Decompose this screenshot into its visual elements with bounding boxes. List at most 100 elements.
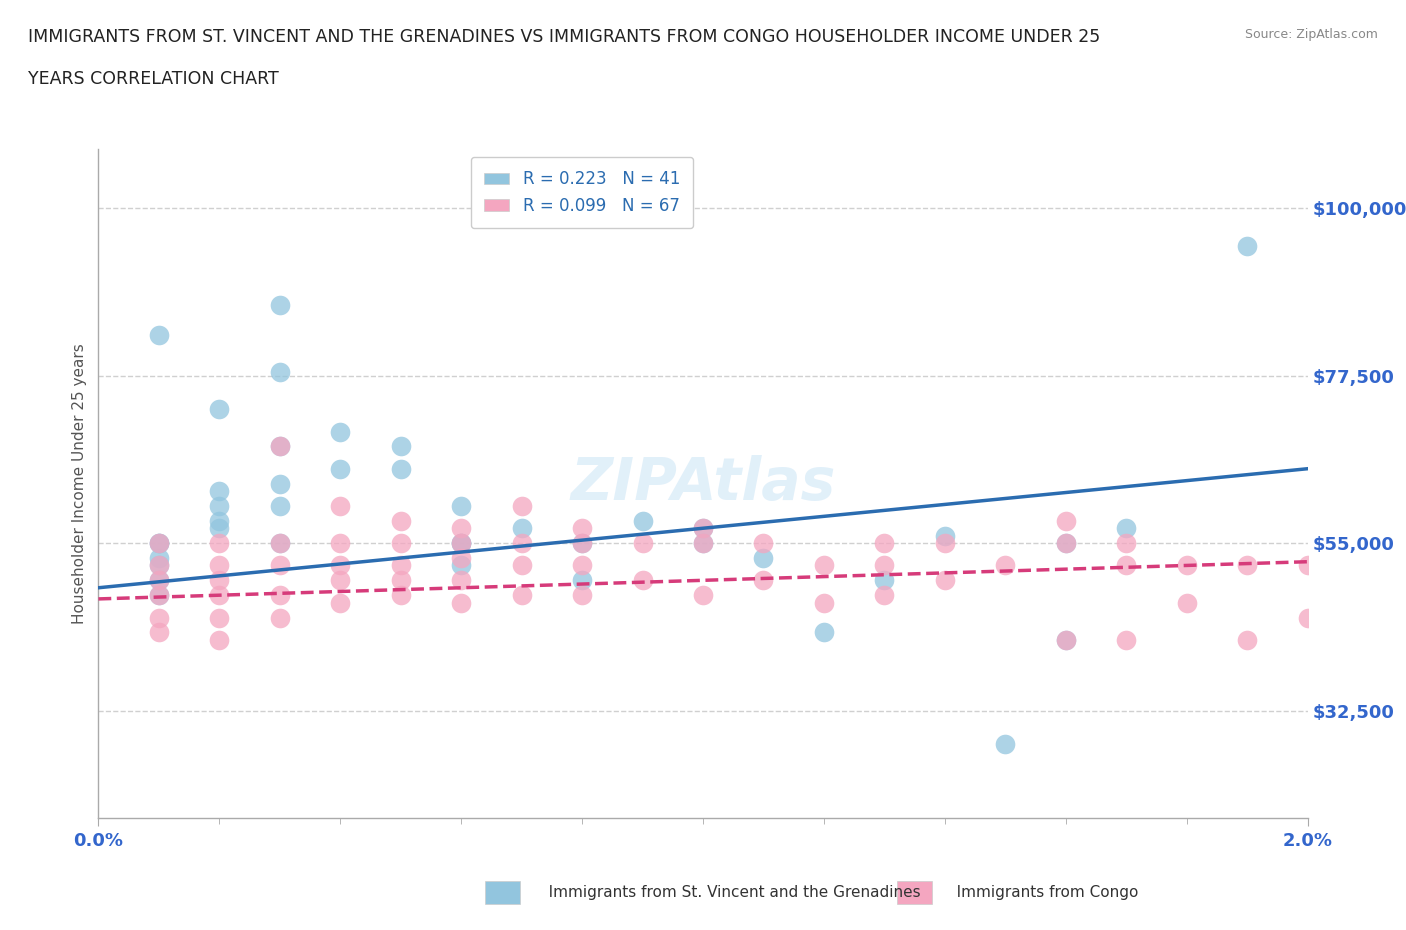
Point [1296,610,1319,625]
Point [873,573,896,588]
Text: YEARS CORRELATION CHART: YEARS CORRELATION CHART [28,70,278,87]
Point [208,588,231,603]
Point [813,625,835,640]
Point [208,536,231,551]
Point [813,558,835,573]
Point [148,536,170,551]
Text: Source: ZipAtlas.com: Source: ZipAtlas.com [1244,28,1378,41]
Point [450,498,472,513]
Point [934,536,956,551]
Point [389,439,412,454]
Point [148,588,170,603]
Point [208,632,231,647]
Point [631,573,654,588]
Point [389,558,412,573]
Point [329,498,352,513]
Point [269,536,291,551]
Point [329,461,352,476]
Point [1236,632,1258,647]
Point [1236,558,1258,573]
Point [269,298,291,312]
Point [148,558,170,573]
Point [510,588,533,603]
Point [692,536,714,551]
Point [148,610,170,625]
Point [148,573,170,588]
Point [1054,632,1077,647]
Point [450,595,472,610]
Point [934,528,956,543]
Point [148,558,170,573]
Point [389,461,412,476]
Point [208,498,231,513]
Point [450,551,472,565]
Point [1054,513,1077,528]
Point [269,365,291,379]
Point [208,610,231,625]
Point [510,498,533,513]
Point [208,513,231,528]
Point [269,498,291,513]
Point [389,573,412,588]
Point [208,402,231,417]
Point [873,588,896,603]
Point [1054,536,1077,551]
Point [873,558,896,573]
Point [329,558,352,573]
Point [269,536,291,551]
Point [571,573,593,588]
Point [389,513,412,528]
Point [148,327,170,342]
Point [571,536,593,551]
Point [571,536,593,551]
Point [208,573,231,588]
Point [692,521,714,536]
Point [752,551,775,565]
Point [450,521,472,536]
Point [571,588,593,603]
Point [148,625,170,640]
Point [631,513,654,528]
Point [450,558,472,573]
Point [692,521,714,536]
Point [692,536,714,551]
Point [269,439,291,454]
Text: Immigrants from Congo: Immigrants from Congo [942,885,1139,900]
Point [148,536,170,551]
Point [329,536,352,551]
Point [934,573,956,588]
Point [1175,558,1198,573]
Y-axis label: Householder Income Under 25 years: Householder Income Under 25 years [72,343,87,624]
Point [1054,632,1077,647]
Point [208,484,231,498]
Point [994,737,1017,751]
Point [208,558,231,573]
Point [450,536,472,551]
Legend: R = 0.223   N = 41, R = 0.099   N = 67: R = 0.223 N = 41, R = 0.099 N = 67 [471,157,693,228]
Point [329,595,352,610]
Point [329,424,352,439]
Point [1115,558,1137,573]
Point [1054,536,1077,551]
Point [450,573,472,588]
Point [510,521,533,536]
Point [571,521,593,536]
Point [631,536,654,551]
Text: ZIPAtlas: ZIPAtlas [571,455,835,512]
Point [389,588,412,603]
Text: IMMIGRANTS FROM ST. VINCENT AND THE GRENADINES VS IMMIGRANTS FROM CONGO HOUSEHOL: IMMIGRANTS FROM ST. VINCENT AND THE GREN… [28,28,1101,46]
Point [752,536,775,551]
Point [148,536,170,551]
Point [1115,536,1137,551]
Point [269,588,291,603]
Point [1175,595,1198,610]
Text: Immigrants from St. Vincent and the Grenadines: Immigrants from St. Vincent and the Gren… [534,885,921,900]
Point [148,573,170,588]
Point [269,610,291,625]
Point [692,588,714,603]
Point [510,558,533,573]
Point [208,521,231,536]
Point [148,551,170,565]
Point [269,439,291,454]
Point [571,558,593,573]
